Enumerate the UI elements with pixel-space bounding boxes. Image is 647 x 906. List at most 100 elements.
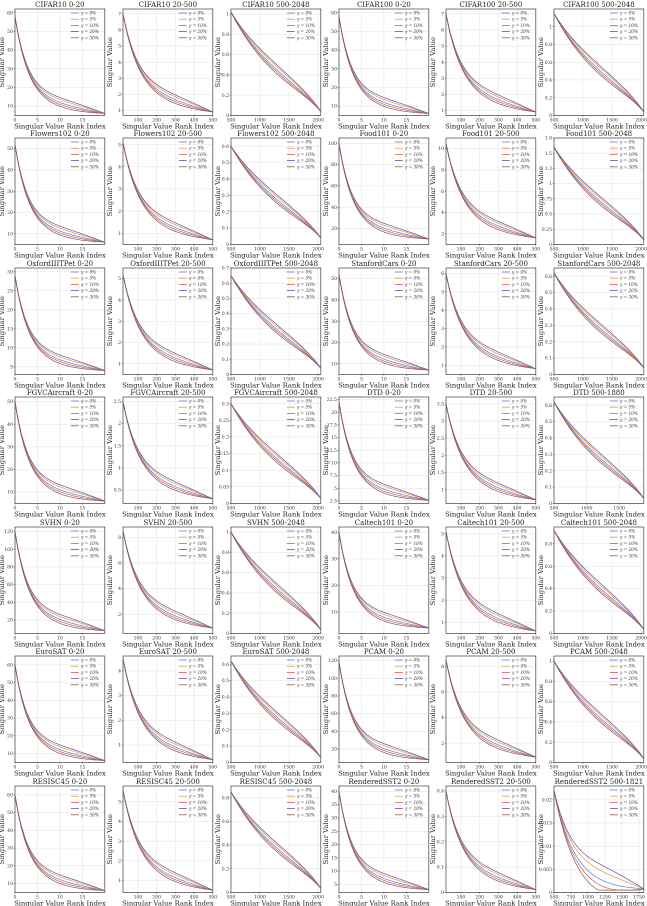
y-tick-label: 1.8: [545, 136, 552, 142]
x-tick-label: 5: [36, 117, 39, 123]
y-tick-label: 0.1: [221, 468, 228, 474]
series-line-1: [553, 272, 645, 368]
y-tick-label: 0.5: [545, 419, 552, 425]
y-tick-label: 0.2: [221, 435, 228, 441]
y-tick-label: 3.5: [437, 402, 444, 408]
x-tick-label: 500: [550, 117, 559, 123]
y-axis-label: Singular Value: [537, 166, 545, 216]
x-axis-label: Singular Value Rank Index: [14, 381, 106, 389]
series-line-3: [14, 664, 105, 762]
x-tick-label: 1000: [254, 117, 266, 123]
legend-label: γ = 30%: [189, 682, 207, 687]
x-tick-label: 500: [532, 506, 541, 512]
series-line-4: [338, 16, 429, 114]
x-axis-label: Singular Value Rank Index: [122, 770, 214, 778]
y-tick-label: 0.8: [545, 42, 552, 48]
x-tick-label: 1000: [254, 765, 266, 771]
legend-label: γ = 30%: [296, 165, 314, 170]
series-line-0: [553, 272, 645, 368]
subplot-svg: DTD 500-1880 500 1000 1500 0 0.1 0.2 0.3 0.4 0.5 0…: [537, 389, 645, 518]
x-tick-label: 1500: [283, 247, 295, 253]
legend-label: γ = 0%: [81, 787, 96, 792]
series-line-3: [230, 275, 321, 369]
subplot-svg: FGVCAircraft 500-2048 500 1000 1500 2000 0 0.0…: [214, 389, 324, 518]
legend-label: γ = 5%: [404, 146, 419, 151]
y-tick-label: 0.1: [221, 744, 228, 750]
legend-label: γ = 5%: [512, 405, 527, 410]
y-tick-label: 30: [331, 556, 337, 562]
legend-label: γ = 5%: [189, 17, 204, 22]
series-line-0: [122, 789, 213, 891]
x-tick-label: 10: [57, 635, 63, 641]
legend-label: γ = 20%: [189, 806, 207, 811]
series-line-0: [14, 16, 105, 114]
legend-label: γ = 30%: [189, 553, 207, 558]
x-tick-label: 500: [208, 894, 217, 900]
y-tick-label: 10: [7, 751, 13, 757]
x-tick-label: 1500: [283, 894, 295, 900]
x-tick-label: 400: [513, 635, 522, 641]
axes-frame: [122, 785, 213, 893]
legend-label: γ = 10%: [81, 282, 99, 287]
x-axis-label: Singular Value Rank Index: [14, 770, 106, 778]
series-line-2: [445, 404, 537, 501]
x-axis-label: Singular Value Rank Index: [553, 640, 645, 648]
y-axis-label: Singular Value: [321, 37, 329, 87]
y-tick-label: 1.5: [545, 151, 552, 157]
subplot-title: CIFAR10 0-20: [35, 1, 84, 9]
legend-label: γ = 20%: [81, 806, 99, 811]
subplot-title: SVHN 500-2048: [247, 519, 305, 527]
y-tick-label: 0.8: [221, 795, 228, 801]
x-tick-label: 15: [403, 506, 409, 512]
y-tick-label: 100: [328, 141, 337, 147]
legend-label: γ = 10%: [296, 411, 314, 416]
series-line-4: [553, 147, 645, 241]
y-tick-label: 0.6: [545, 274, 552, 280]
x-tick-label: 1000: [254, 506, 266, 512]
axes-frame: [446, 785, 537, 893]
x-tick-label: 100: [457, 894, 466, 900]
y-tick-label: 20: [7, 863, 13, 869]
x-tick-label: 400: [190, 894, 199, 900]
series-line-0: [14, 275, 105, 371]
series-line-1: [122, 401, 213, 500]
x-tick-label: 500: [532, 765, 541, 771]
subplot-food101-0-20: Food101 0-20 0 5 10 15 20 40 60 80 100 γ = 0% γ = 5…: [321, 129, 432, 259]
axes-frame: [14, 267, 106, 375]
y-tick-label: 0.1: [221, 357, 228, 363]
y-tick-label: 4: [118, 297, 121, 303]
series-line-2: [553, 402, 645, 499]
legend-label: γ = 10%: [620, 152, 638, 157]
x-tick-label: 100: [133, 506, 142, 512]
legend-label: γ = 5%: [620, 793, 635, 798]
subplot-title: RenderedSST2 0-20: [348, 778, 419, 786]
y-axis-label: Singular Value: [321, 814, 329, 864]
x-tick-label: 0: [14, 894, 17, 900]
y-tick-label: 0.6: [545, 403, 552, 409]
subplot-svg: Caltech101 20-500 100 200 300 400 500 1 2 3 4 5 γ =…: [429, 519, 540, 648]
x-tick-label: 10: [380, 506, 386, 512]
y-tick-label: 7.5: [329, 473, 336, 479]
legend-label: γ = 30%: [512, 553, 530, 558]
y-tick-label: 0.2: [221, 610, 228, 616]
x-tick-label: 1000: [254, 247, 266, 253]
legend-label: γ = 0%: [296, 787, 311, 792]
y-tick-label: 60: [7, 582, 13, 588]
subplot-title: CIFAR100 0-20: [356, 1, 410, 9]
x-tick-label: 0: [337, 117, 340, 123]
axes-frame: [338, 138, 429, 246]
series-line-3: [122, 401, 213, 500]
y-tick-label: 30: [7, 269, 13, 275]
x-tick-label: 15: [403, 894, 409, 900]
series-line-4: [445, 531, 537, 632]
x-tick-label: 500: [226, 765, 235, 771]
y-tick-label: 30: [331, 66, 337, 72]
legend-label: γ = 30%: [189, 294, 207, 299]
y-tick-label: 20: [331, 583, 337, 589]
axes-frame: [122, 8, 213, 116]
y-tick-label: 8: [118, 535, 121, 541]
series-line-3: [230, 11, 321, 112]
legend-label: γ = 5%: [620, 17, 635, 22]
y-tick-label: 3: [118, 319, 121, 325]
series-line-0: [338, 143, 429, 240]
